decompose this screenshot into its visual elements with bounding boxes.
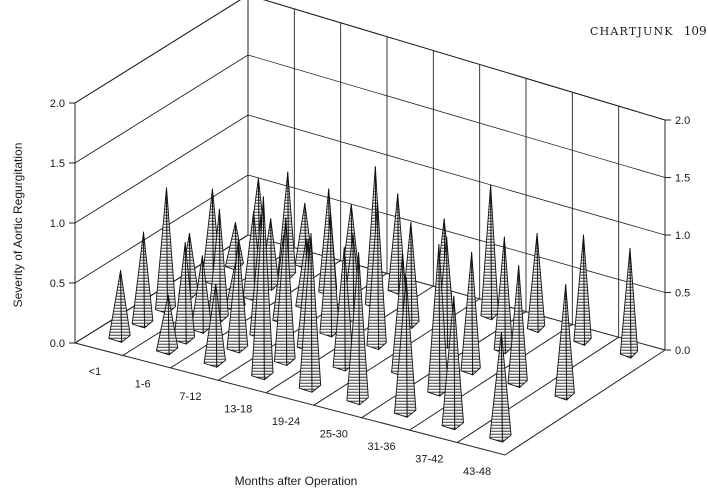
y-tick-label-right: 1.5 xyxy=(675,173,690,185)
pyramid-bar xyxy=(554,284,568,401)
y-tick-label-left: 0.5 xyxy=(50,278,65,290)
y-tick-label-left: 1.0 xyxy=(50,218,65,230)
pyramid-bar xyxy=(480,184,493,321)
pyramid-bar xyxy=(262,196,274,381)
back-wall-gridline xyxy=(247,174,666,293)
pyramid-bar xyxy=(287,171,297,280)
pyramid-bar xyxy=(629,247,639,359)
pyramid-bar xyxy=(242,211,256,302)
pyramid-bar xyxy=(536,232,546,333)
pyramid-bar xyxy=(500,331,512,443)
pyramid-bar xyxy=(387,193,400,295)
pyramid-bar xyxy=(173,242,187,345)
pyramid-bar xyxy=(438,244,449,397)
pyramid-bar xyxy=(518,265,528,388)
back-wall-gridline xyxy=(247,114,666,236)
pyramid-bar xyxy=(565,284,575,401)
pyramid-bar xyxy=(526,232,539,333)
pyramid-bar xyxy=(120,269,131,343)
pyramid-bar xyxy=(377,202,387,351)
left-wall-gridline xyxy=(74,174,249,284)
pyramid-bar xyxy=(583,234,592,346)
y-tick-label-right: 0.5 xyxy=(675,288,690,300)
running-head: CHARTJUNK xyxy=(590,25,674,38)
pyramid-bar xyxy=(330,212,340,338)
pyramid-bar xyxy=(108,269,123,343)
pyramid-bar xyxy=(224,222,237,271)
x-tick-label: 1-6 xyxy=(135,379,151,391)
floor-divider xyxy=(456,336,619,443)
pyramid-bar xyxy=(285,217,296,366)
x-tick-label: 7-12 xyxy=(179,391,201,403)
pyramid-bar xyxy=(143,231,154,329)
pyramid-bar xyxy=(166,187,176,314)
y-tick-label-left: 1.5 xyxy=(50,158,65,170)
x-tick-label: 25-30 xyxy=(320,428,348,440)
pyramid-bar xyxy=(490,184,499,321)
back-wall-gridline xyxy=(263,0,666,121)
pyramid-bar xyxy=(460,252,474,376)
x-tick-label: <1 xyxy=(89,366,102,378)
pyramid-bar xyxy=(155,187,168,314)
x-tick-label: 43-48 xyxy=(463,466,491,478)
x-tick-label: 19-24 xyxy=(272,416,300,428)
y-tick-label-left: 0.0 xyxy=(50,338,65,350)
y-tick-label-right: 0.0 xyxy=(675,345,690,357)
pyramid-bar xyxy=(358,252,369,406)
pyramid-bar xyxy=(573,234,585,346)
pyramid-bar xyxy=(237,239,249,354)
pyramid-bar xyxy=(427,244,441,397)
y-axis-title: Severity of Aortic Regurgitation xyxy=(11,143,25,308)
pyramid-bar xyxy=(410,221,420,329)
left-wall-gridline xyxy=(74,114,249,224)
pyramid-bar xyxy=(184,242,196,345)
pyramid-bar xyxy=(310,233,322,393)
back-wall-gridline xyxy=(247,54,666,178)
pyramid-bar xyxy=(215,283,226,368)
pyramid-bar xyxy=(471,252,481,376)
y-tick-label-right: 2.0 xyxy=(675,115,690,127)
left-wall-gridline xyxy=(74,54,249,164)
x-tick-label: 37-42 xyxy=(415,453,443,465)
pyramid-bar xyxy=(453,295,464,431)
left-wall-gridline xyxy=(74,0,241,104)
page-number: 109 xyxy=(683,24,707,38)
y-tick-label-left: 2.0 xyxy=(50,98,65,110)
pyramid-bar xyxy=(270,218,280,291)
pyramid-bar xyxy=(167,294,179,356)
pyramid-bar xyxy=(218,208,229,323)
pyramid-bar xyxy=(189,232,199,300)
pyramid-bar xyxy=(619,247,632,359)
x-tick-label: 13-18 xyxy=(224,404,252,416)
floor-divider xyxy=(409,324,573,431)
pyramid-bar xyxy=(503,236,514,355)
y-tick-label-right: 1.0 xyxy=(675,230,690,242)
x-tick-label: 31-36 xyxy=(367,441,395,453)
x-axis-title: Months after Operation xyxy=(235,474,358,488)
pyramid-bar xyxy=(405,276,417,418)
pyramid-bar xyxy=(201,255,212,334)
page-header: CHARTJUNK 109 xyxy=(590,24,707,38)
